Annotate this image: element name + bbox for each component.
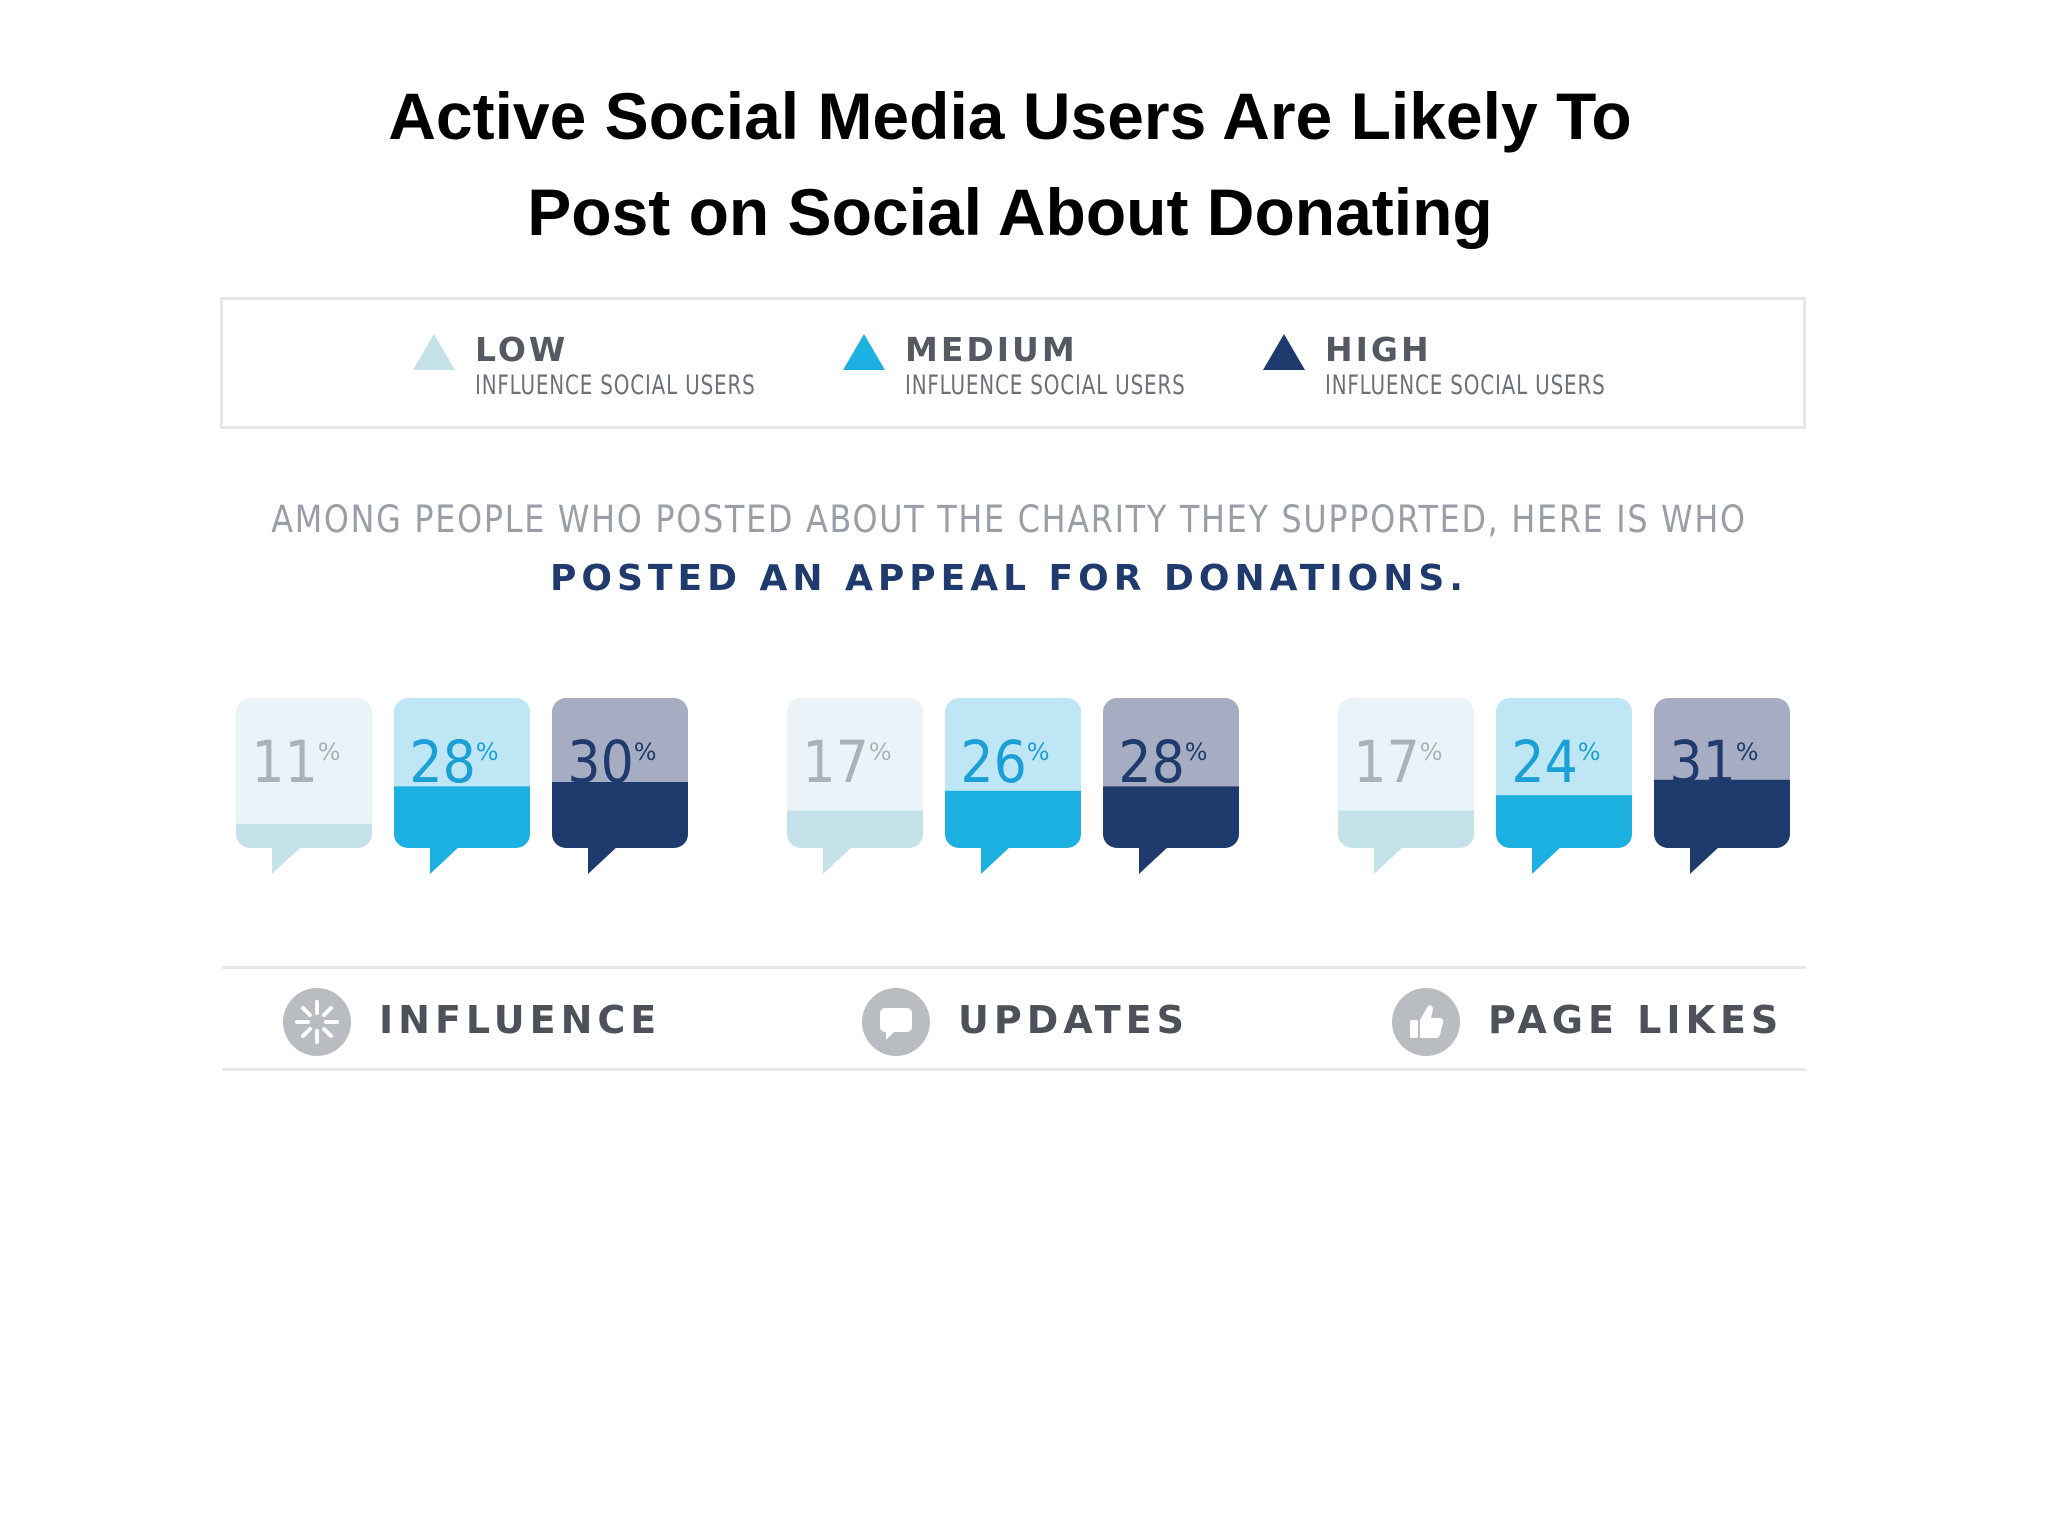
bar-fill — [787, 810, 923, 848]
bubble-tail — [1690, 846, 1720, 874]
title-line-2: Post on Social About Donating — [527, 175, 1493, 249]
percent-sign: % — [1027, 738, 1050, 766]
percent-sign: % — [1420, 738, 1443, 766]
bubble-updates-low: 17% — [787, 698, 923, 874]
bubble-tail — [1139, 846, 1169, 874]
triangle-icon — [413, 334, 455, 370]
legend-sub: INFLUENCE SOCIAL USERS — [475, 370, 756, 401]
bubble-updates-medium: 26% — [945, 698, 1081, 874]
bubble-background — [236, 698, 372, 848]
legend-sub: INFLUENCE SOCIAL USERS — [905, 370, 1186, 401]
legend-level: MEDIUM — [905, 330, 1078, 369]
bubble-tail — [430, 846, 460, 874]
value-number: 28 — [409, 728, 475, 796]
value-number: 17 — [1353, 728, 1419, 796]
title-line-1: Active Social Media Users Are Likely To — [388, 79, 1632, 153]
percent-sign: % — [476, 738, 499, 766]
value-label: 31% — [1669, 728, 1758, 796]
value-number: 24 — [1511, 728, 1577, 796]
percent-sign: % — [869, 738, 892, 766]
bar-fill — [552, 782, 688, 848]
intro-text: AMONG PEOPLE WHO POSTED ABOUT THE CHARIT… — [271, 498, 1747, 541]
value-number: 31 — [1669, 728, 1735, 796]
triangle-icon — [1263, 334, 1305, 370]
value-label: 24% — [1511, 728, 1600, 796]
burst-icon — [283, 988, 351, 1056]
bubble-tail — [272, 846, 302, 874]
value-label: 17% — [802, 728, 891, 796]
value-label: 26% — [960, 728, 1049, 796]
percent-sign: % — [1736, 738, 1759, 766]
value-number: 17 — [802, 728, 868, 796]
bubble-page-likes-medium: 24% — [1496, 698, 1632, 874]
value-number: 28 — [1118, 728, 1184, 796]
bar-fill — [1103, 786, 1239, 848]
bubble-tail — [1532, 846, 1562, 874]
legend-level: HIGH — [1325, 330, 1432, 369]
bar-fill — [236, 823, 372, 848]
bubble-tail — [588, 846, 618, 874]
value-label: 11% — [251, 728, 340, 796]
triangle-icon — [843, 334, 885, 370]
bubble-page-likes-low: 17% — [1338, 698, 1474, 874]
value-number: 26 — [960, 728, 1026, 796]
bubble-chart: 11% 28% 30% 17% 26% 28% 17% 24% 31% — [236, 698, 1790, 874]
bubble-influence-high: 30% — [552, 698, 688, 874]
bubble-tail — [823, 846, 853, 874]
value-label: 30% — [567, 728, 656, 796]
percent-sign: % — [318, 738, 341, 766]
bubble-updates-high: 28% — [1103, 698, 1239, 874]
bubble-tail — [1374, 846, 1404, 874]
percent-sign: % — [634, 738, 657, 766]
value-label: 28% — [409, 728, 498, 796]
bar-fill — [1496, 795, 1632, 848]
value-number: 30 — [567, 728, 633, 796]
slide-title: Active Social Media Users Are Likely To … — [0, 68, 2020, 260]
speech-bubble-icon — [862, 988, 930, 1056]
value-number: 11 — [251, 728, 317, 796]
bar-fill — [945, 790, 1081, 848]
percent-sign: % — [1185, 738, 1208, 766]
divider-top — [222, 966, 1806, 969]
bubble-page-likes-high: 31% — [1654, 698, 1790, 874]
bubble-tail — [981, 846, 1011, 874]
bubble-influence-low: 11% — [236, 698, 372, 874]
percent-sign: % — [1578, 738, 1601, 766]
intro-highlight: POSTED AN APPEAL FOR DONATIONS. — [550, 558, 1468, 599]
divider-bottom — [222, 1068, 1806, 1071]
value-label: 28% — [1118, 728, 1207, 796]
category-label: INFLUENCE — [379, 998, 662, 1042]
bar-fill — [1654, 779, 1790, 848]
bar-fill — [394, 786, 530, 848]
value-label: 17% — [1353, 728, 1442, 796]
bar-fill — [1338, 810, 1474, 848]
bubble-influence-medium: 28% — [394, 698, 530, 874]
legend-sub: INFLUENCE SOCIAL USERS — [1325, 370, 1606, 401]
legend-level: LOW — [475, 330, 569, 369]
category-label: UPDATES — [958, 998, 1189, 1042]
legend: LOW INFLUENCE SOCIAL USERS MEDIUM INFLUE… — [220, 297, 1806, 429]
category-label: PAGE LIKES — [1488, 998, 1784, 1042]
thumbs-up-icon — [1392, 988, 1460, 1056]
